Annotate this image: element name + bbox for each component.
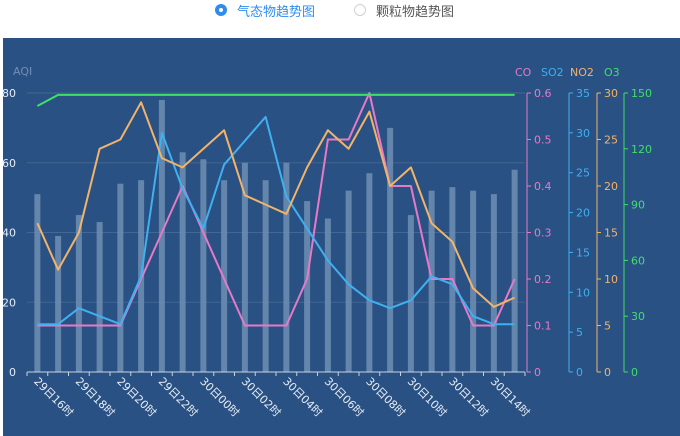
aqi-bar [200,159,207,372]
aqi-bar [117,183,124,372]
no2-tick-label: 20 [604,180,618,193]
x-tick-label: 30日08时 [363,375,408,420]
aqi-bar [55,235,62,372]
co-tick-label: 0.6 [534,87,552,100]
co-tick-label: 0.1 [534,320,552,333]
radio-particulate-trend[interactable]: 颗粒物趋势图 [354,0,454,20]
aqi-bar [428,190,435,372]
o3-tick-label: 30 [631,310,645,323]
legend-so2: SO2 [541,66,564,79]
no2-series-line [36,101,516,308]
so2-tick-label: 30 [576,127,590,140]
chart-type-toggle: 气态物趋势图 颗粒物趋势图 [0,0,680,24]
aqi-bar [158,99,165,372]
so2-tick-label: 15 [576,246,590,259]
aqi-bar [407,215,414,372]
aqi-bar [324,218,331,372]
aqi-bar [75,215,82,372]
co-tick-label: 0.2 [534,273,552,286]
radio-gaseous-label: 气态物趋势图 [237,4,316,20]
so2-tick-label: 10 [576,286,590,299]
no2-tick-label: 30 [604,87,618,100]
so2-tick-label: 35 [576,87,590,100]
aqi-bar [387,127,394,372]
so2-tick-label: 5 [576,326,583,339]
so2-series-line [37,115,515,326]
x-tick-label: 30日12时 [446,375,491,420]
aqi-bar [262,180,269,372]
aqi-bar [511,169,518,372]
x-tick-label: 29日20时 [114,375,159,420]
x-tick-label: 29日18时 [73,375,118,420]
aqi-tick-label: 20 [2,296,16,309]
aqi-tick-label: 60 [2,157,16,170]
o3-tick-label: 120 [631,143,652,156]
aqi-tick-label: 0 [9,366,16,379]
radio-checked-icon [215,4,227,16]
aqi-axis-title: AQI [13,65,32,78]
so2-tick-label: 25 [576,167,590,180]
no2-tick-label: 10 [604,273,618,286]
x-tick-label: 29日16时 [31,375,76,420]
aqi-tick-label: 80 [2,87,16,100]
co-series-line [37,92,516,327]
no2-tick-label: 5 [604,320,611,333]
aqi-bar [179,152,186,372]
o3-series-line [36,93,515,107]
aqi-bar [490,194,497,372]
x-tick-label: 30日10时 [405,375,450,420]
o3-tick-label: 0 [631,366,638,379]
o3-tick-label: 60 [631,254,645,267]
aqi-bar [283,162,290,372]
o3-tick-label: 90 [631,199,645,212]
x-tick-label: 30日04时 [280,375,325,420]
aqi-bar [366,173,373,372]
aqi-tick-label: 40 [2,227,16,240]
no2-tick-label: 0 [604,366,611,379]
so2-tick-label: 0 [576,366,583,379]
aqi-bar [345,190,352,372]
aqi-bar [221,180,228,372]
co-tick-label: 0 [534,366,541,379]
aqi-bar [304,201,311,372]
so2-tick-label: 20 [576,207,590,220]
x-tick-label: 29日22时 [156,375,201,420]
aqi-bar [96,222,103,372]
radio-particulate-label: 颗粒物趋势图 [376,4,455,20]
x-tick-label: 30日06时 [322,375,367,420]
radio-gaseous-trend[interactable]: 气态物趋势图 [215,0,315,20]
co-tick-label: 0.3 [534,227,552,240]
co-tick-label: 0.4 [534,180,552,193]
x-tick-label: 30日00时 [197,375,242,420]
co-tick-label: 0.5 [534,134,552,147]
no2-tick-label: 25 [604,134,618,147]
legend-co: CO [515,66,532,79]
aqi-bar [34,194,41,372]
x-tick-label: 30日14时 [488,375,533,420]
x-tick-label: 30日02时 [239,375,284,420]
legend-o3: O3 [604,66,620,79]
aqi-bar [241,162,248,372]
o3-tick-label: 150 [631,87,652,100]
radio-unchecked-icon [354,4,366,16]
legend-no2: NO2 [570,66,594,79]
no2-tick-label: 15 [604,227,618,240]
trend-chart-panel [3,38,680,436]
aqi-bar [470,190,477,372]
